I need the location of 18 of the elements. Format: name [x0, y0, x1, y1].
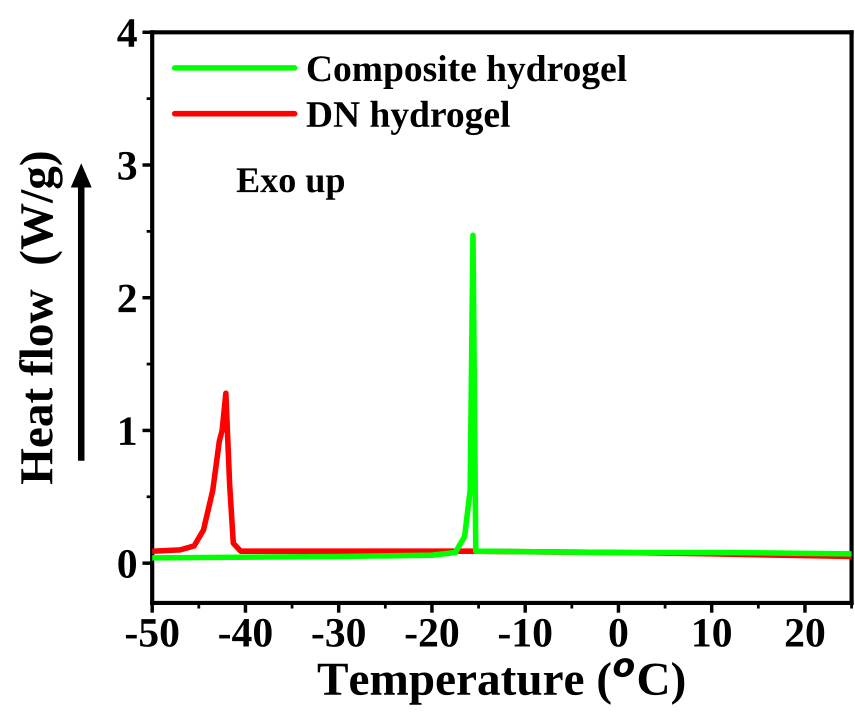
- x-tick-label: 0: [610, 618, 628, 647]
- y-axis-title: Heat flow (W/g): [18, 152, 63, 484]
- y-tick-label: 2: [118, 284, 136, 312]
- x-tick-label: 10: [694, 618, 731, 647]
- x-tick-label: -10: [498, 618, 552, 647]
- y-tick-label: 4: [117, 19, 137, 47]
- x-tick-label: -50: [126, 618, 178, 647]
- y-tick-label: 3: [118, 152, 136, 180]
- y-tick-label: 1: [120, 417, 136, 445]
- x-axis-title: Temperature ($^{o}$C): [318, 658, 684, 705]
- legend-label: DN hydrogel: [306, 100, 510, 136]
- y-tick-label: 0: [118, 550, 136, 578]
- x-tick-label: 20: [786, 618, 824, 647]
- legend-label: Composite hydrogel: [308, 55, 627, 90]
- x-tick-label: -20: [406, 618, 458, 647]
- x-tick-label: -30: [312, 618, 365, 647]
- x-tick-label: -40: [219, 618, 272, 647]
- annotation: Exo up: [236, 168, 344, 200]
